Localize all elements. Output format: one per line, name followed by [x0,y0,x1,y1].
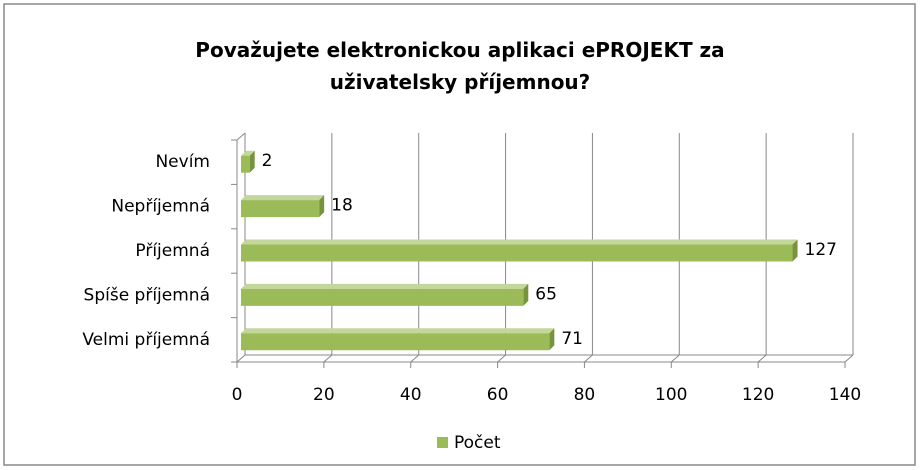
data-label: 65 [535,284,557,304]
bar [241,283,529,306]
bar-front [241,244,793,262]
y-tick-label: Příjemná [135,241,210,261]
y-tick-label: Spíše příjemná [84,285,210,305]
legend-label: Počet [454,433,501,453]
bar [241,195,325,218]
x-tick-label: 0 [232,385,243,405]
grid-line [670,354,680,363]
grid-line [410,354,420,363]
bar-top [241,150,255,156]
x-tick-label: 60 [487,385,509,405]
bar-side [792,239,798,262]
grid-line [584,354,593,363]
bar-side [319,195,325,218]
chart-title: Považujete elektronickou aplikaci ePROJE… [195,38,725,94]
data-label: 71 [561,329,583,349]
data-label: 18 [331,196,353,216]
data-label: 2 [262,151,273,171]
chart-border [3,3,916,466]
bar [241,150,255,173]
bar [241,328,555,351]
bar-front [241,288,524,306]
x-tick-label: 80 [574,385,596,405]
y-tick-label: Velmi příjemná [82,330,210,350]
x-tick-label: 100 [655,385,687,405]
bar-top [241,195,325,201]
bar-top [241,283,529,289]
bar [241,239,798,262]
bar-side [523,283,529,306]
grid-line [323,354,333,363]
bar-side [249,150,255,173]
grid-line [236,354,246,363]
bar-top [241,328,555,334]
axis-wall [236,132,246,141]
bar-side [549,328,555,351]
legend-swatch [437,437,448,448]
x-tick-label: 40 [400,385,422,405]
bar-front [241,155,250,173]
y-tick-label: Nepříjemná [111,197,210,217]
bar-front [241,200,320,218]
x-tick-label: 20 [313,385,335,405]
grid-line [497,354,506,363]
y-tick-label: Nevím [155,152,210,172]
data-label: 127 [805,240,837,260]
bar-top [241,239,798,245]
x-tick-label: 140 [829,385,861,405]
bar-front [241,333,550,351]
grid-line [844,354,854,363]
grid-line [757,354,767,363]
x-tick-label: 120 [742,385,774,405]
